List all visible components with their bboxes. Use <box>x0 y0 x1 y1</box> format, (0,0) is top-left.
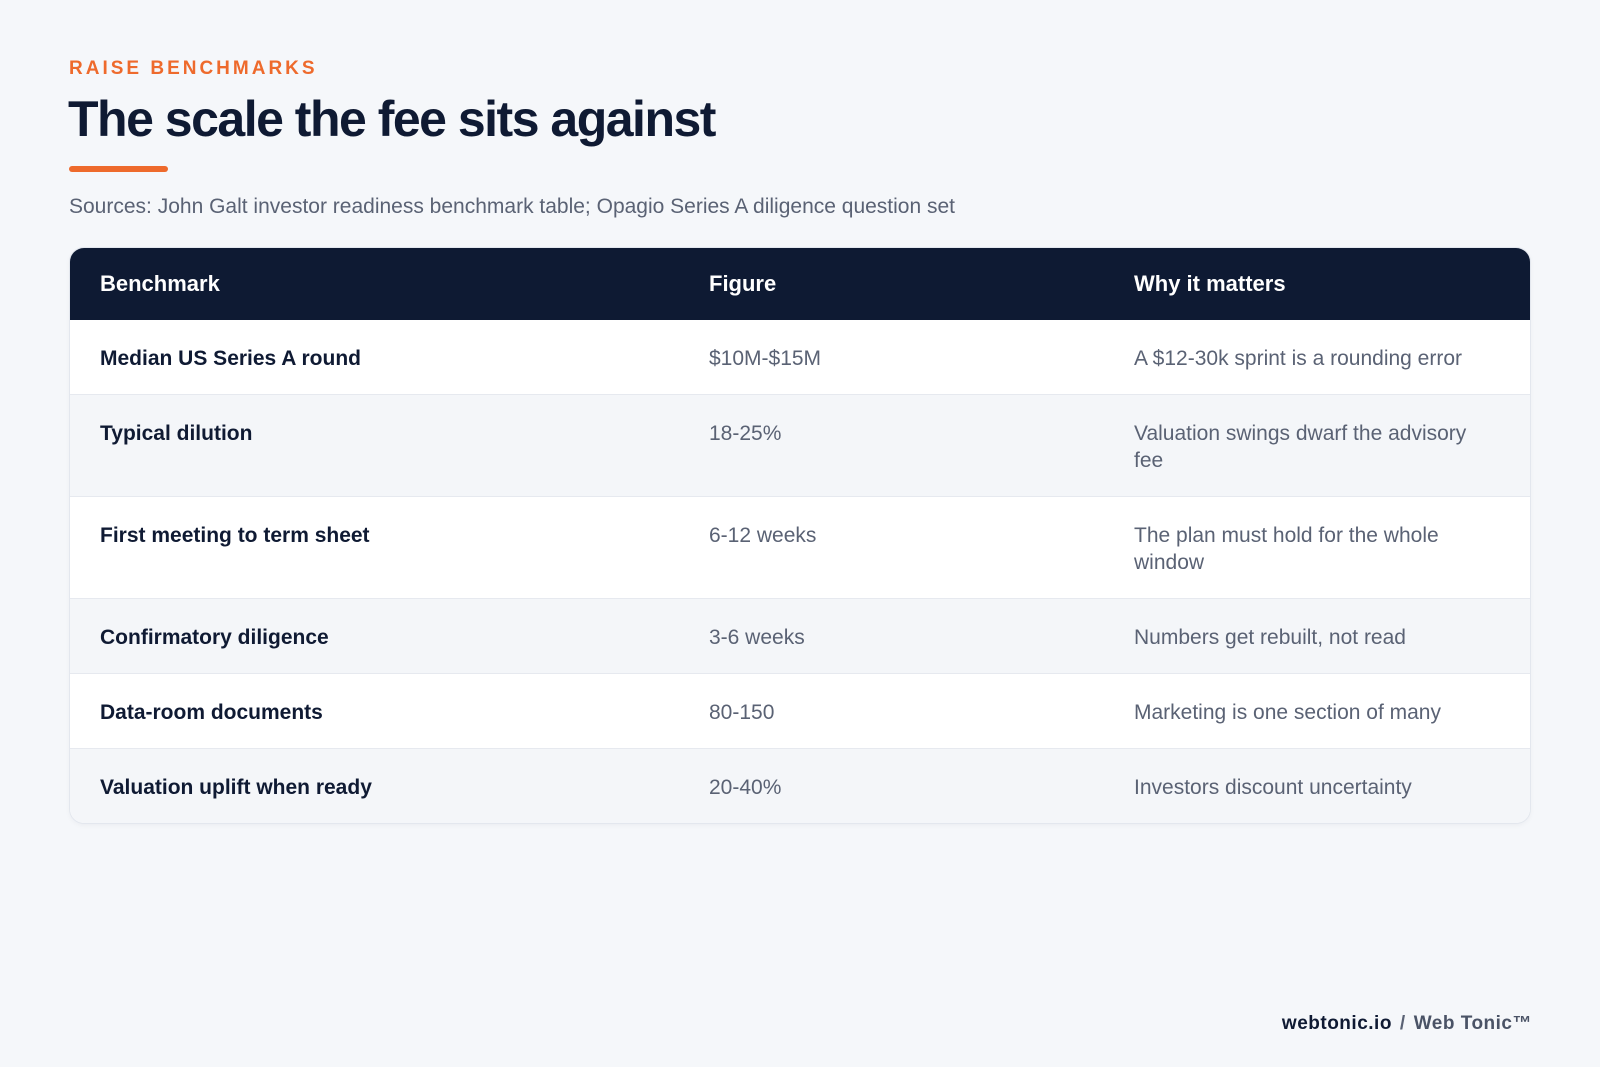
why-cell: Numbers get rebuilt, not read <box>1104 598 1530 674</box>
title-underline <box>69 166 168 172</box>
table-row: Data-room documents 80-150 Marketing is … <box>70 673 1530 749</box>
column-header-benchmark: Benchmark <box>100 271 220 296</box>
figure-cell: 6-12 weeks <box>679 496 1104 599</box>
footer-separator: / <box>1399 1013 1406 1034</box>
why-cell: The plan must hold for the whole window <box>1104 496 1530 599</box>
table-row: Typical dilution 18-25% Valuation swings… <box>70 394 1530 497</box>
figure-cell: 20-40% <box>679 748 1104 823</box>
table-row: First meeting to term sheet 6-12 weeks T… <box>70 496 1530 599</box>
benchmark-table-card: Benchmark Figure Why it matters Median U… <box>70 248 1530 823</box>
benchmark-cell: Confirmatory diligence <box>70 598 679 674</box>
footer-brand: webtonic.io / Web Tonic™ <box>1282 1013 1532 1035</box>
figure-cell: 18-25% <box>679 394 1104 497</box>
column-header-figure: Figure <box>709 271 777 296</box>
benchmark-cell: First meeting to term sheet <box>70 496 679 599</box>
table-row: Confirmatory diligence 3-6 weeks Numbers… <box>70 598 1530 674</box>
footer-brand-name: Web Tonic™ <box>1413 1013 1532 1034</box>
why-cell: Marketing is one section of many <box>1104 673 1530 749</box>
page-title: The scale the fee sits against <box>68 91 716 147</box>
why-cell: Investors discount uncertainty <box>1104 748 1530 823</box>
benchmark-cell: Data-room documents <box>70 673 679 749</box>
benchmark-cell: Typical dilution <box>70 394 679 497</box>
benchmark-table: Benchmark Figure Why it matters Median U… <box>70 248 1530 823</box>
figure-cell: $10M-$15M <box>709 347 822 370</box>
figure-cell: 3-6 weeks <box>679 598 1104 674</box>
column-header-why: Why it matters <box>1134 271 1286 296</box>
eyebrow-label: RAISE BENCHMARKS <box>69 58 318 79</box>
benchmark-cell: Valuation uplift when ready <box>70 748 679 823</box>
why-cell: A $12-30k sprint is a rounding error <box>1134 347 1463 370</box>
footer-site-link[interactable]: webtonic.io <box>1281 1013 1392 1034</box>
table-row: Valuation uplift when ready 20-40% Inves… <box>70 748 1530 823</box>
table-row: Median US Series A round $10M-$15M A $12… <box>70 320 1530 395</box>
figure-cell: 80-150 <box>679 673 1104 749</box>
sources-note: Sources: John Galt investor readiness be… <box>69 195 956 218</box>
benchmark-cell: Median US Series A round <box>100 347 361 370</box>
why-cell: Valuation swings dwarf the advisory fee <box>1104 394 1530 497</box>
table-header-row: Benchmark Figure Why it matters <box>70 248 1530 320</box>
